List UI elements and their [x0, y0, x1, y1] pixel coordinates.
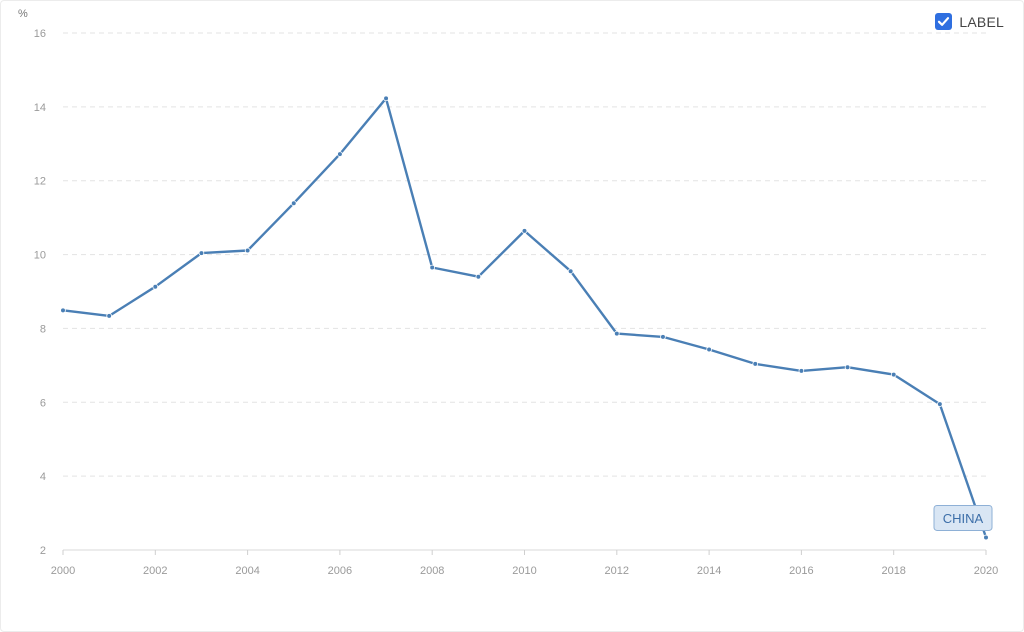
data-point-2009[interactable]: [475, 273, 482, 280]
end-label-layer: CHINA: [933, 504, 993, 531]
series-layer: [60, 95, 989, 541]
x-tick-label-2008: 2008: [420, 565, 444, 577]
x-tick-label-2012: 2012: [605, 565, 629, 577]
series-line-0: [61, 97, 988, 539]
label-checkbox[interactable]: [935, 13, 953, 30]
y-tick-label-10: 10: [34, 250, 46, 262]
data-point-2013[interactable]: [660, 334, 666, 340]
data-point-2020[interactable]: [983, 534, 989, 541]
x-tick-label-2004: 2004: [235, 565, 259, 577]
y-tick-label-16: 16: [34, 28, 46, 40]
x-tick-label-2002: 2002: [143, 565, 167, 577]
data-point-2001[interactable]: [106, 313, 112, 319]
data-point-2003[interactable]: [198, 250, 205, 256]
y-tick-label-6: 6: [40, 397, 46, 409]
data-point-2017[interactable]: [844, 364, 851, 371]
y-tick-label-2: 2: [40, 545, 46, 557]
x-tick-label-2014: 2014: [697, 565, 721, 577]
x-tick-label-2018: 2018: [881, 565, 905, 577]
data-point-2012[interactable]: [613, 330, 620, 337]
data-point-2016[interactable]: [798, 368, 805, 374]
label-toggle-text: LABEL: [959, 13, 1004, 30]
data-point-2007[interactable]: [383, 95, 389, 102]
x-tick-label-2016: 2016: [789, 565, 813, 577]
end-label-text: CHINA: [943, 511, 984, 526]
data-point-2000[interactable]: [60, 307, 66, 314]
data-point-2014[interactable]: [706, 346, 712, 353]
data-point-2010[interactable]: [521, 228, 528, 234]
data-point-2011[interactable]: [567, 268, 574, 274]
data-point-2018[interactable]: [890, 371, 897, 378]
x-tick-label-2010: 2010: [512, 565, 536, 577]
x-axis-ticks: 2000 2002 2004 2006 2008 2010 2012 2014 2016 2018…: [51, 550, 998, 577]
y-tick-label-12: 12: [34, 176, 46, 188]
data-point-2006[interactable]: [337, 151, 343, 157]
label-toggle[interactable]: LABEL: [935, 13, 1004, 30]
y-axis-unit-label: %: [18, 8, 28, 20]
gridlines: [63, 32, 986, 551]
x-tick-label-2000: 2000: [51, 565, 75, 577]
end-label-box: [933, 504, 993, 531]
data-point-2002[interactable]: [152, 283, 159, 290]
y-axis-ticks: 2 4 6 8 10 12 14 16: [34, 28, 46, 557]
y-tick-label-14: 14: [34, 102, 46, 114]
data-point-2004[interactable]: [244, 247, 251, 254]
y-tick-label-4: 4: [40, 471, 46, 483]
data-point-2008[interactable]: [429, 264, 436, 271]
x-tick-label-2006: 2006: [328, 565, 352, 577]
y-tick-label-8: 8: [40, 323, 46, 335]
data-point-2019[interactable]: [937, 401, 943, 407]
x-tick-label-2020: 2020: [974, 565, 998, 577]
data-point-2005[interactable]: [290, 200, 297, 207]
data-point-2015[interactable]: [752, 361, 759, 367]
checkmark-icon: [938, 17, 950, 26]
